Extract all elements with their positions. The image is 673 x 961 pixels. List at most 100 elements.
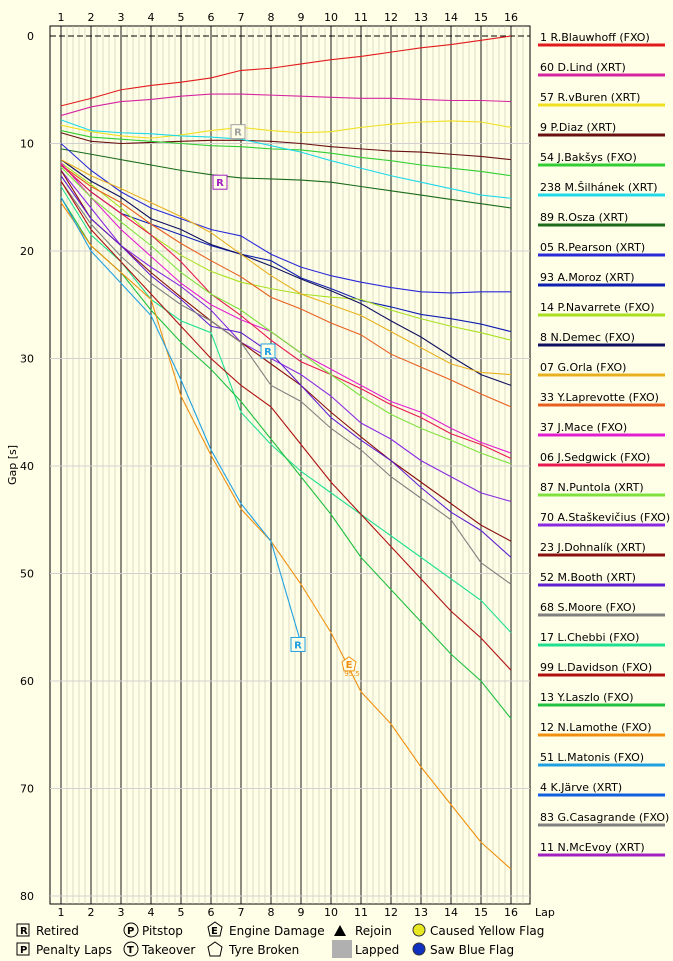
x-tick-label-top: 6: [208, 11, 215, 24]
legend-entry-label: 12 N.Lamothe (FXO): [540, 721, 651, 734]
x-tick-label-bottom: 3: [118, 906, 125, 919]
penalty-key-icon: [16, 942, 30, 956]
series-line: [60, 164, 512, 408]
legend-entry-label: 83 G.Casagrande (FXO): [540, 811, 669, 824]
retired-marker-symbol: R: [264, 347, 272, 358]
x-tick-label-bottom: 4: [148, 906, 155, 919]
y-tick-label: 70: [20, 783, 34, 796]
x-tick-label-top: 10: [324, 11, 338, 24]
legend: 1 R.Blauwhoff (FXO) 60 D.Lind (XRT) 57 R.v…: [538, 31, 670, 857]
legend-entry-label: 37 J.Mace (FXO): [540, 421, 627, 434]
x-tick-label-bottom: 1: [58, 906, 65, 919]
legend-entry-label: 17 L.Chebbi (FXO): [540, 631, 639, 644]
y-tick-label: 40: [20, 460, 34, 473]
y-tick-label: 0: [27, 30, 34, 43]
blue-flag-key-label: Saw Blue Flag: [430, 943, 514, 957]
legend-entry-label: 87 N.Puntola (XRT): [540, 481, 644, 494]
x-tick-label-bottom: 9: [298, 906, 305, 919]
penalty-key-label: Penalty Laps: [36, 943, 112, 957]
legend-entry-label: 68 S.Moore (FXO): [540, 601, 636, 614]
legend-entry-label: 9 P.Diaz (XRT): [540, 121, 616, 134]
x-tick-label-top: 9: [298, 11, 305, 24]
x-tick-label-top: 4: [148, 11, 155, 24]
x-tick-label-top: 3: [118, 11, 125, 24]
legend-entry-label: 51 L.Matonis (FXO): [540, 751, 644, 764]
x-tick-label-top: 5: [178, 11, 185, 24]
legend-entry-label: 14 P.Navarrete (FXO): [540, 301, 655, 314]
grid: [50, 26, 530, 904]
y-tick-label: 10: [20, 138, 34, 151]
plot-area: [49, 25, 531, 905]
x-tick-label-bottom: 2: [88, 906, 95, 919]
series-line: [60, 159, 512, 386]
legend-entry-label: 70 A.Staškevičius (FXO): [540, 511, 670, 524]
y-tick-label: 60: [20, 675, 34, 688]
retired-key-symbol: R: [20, 926, 28, 937]
x-tick-label-top: 2: [88, 11, 95, 24]
pitstop-key-symbol: P: [127, 926, 134, 937]
legend-entry-label: 54 J.Bakšys (FXO): [540, 151, 637, 164]
x-tick-label-bottom: 13: [414, 906, 428, 919]
x-tick-label-top: 16: [504, 11, 518, 24]
x-tick-label-top: 7: [238, 11, 245, 24]
retired-marker: [212, 174, 228, 190]
lapped-key-icon: [332, 940, 352, 958]
series-line: [60, 166, 512, 465]
x-tick-label-bottom: 12: [384, 906, 398, 919]
series-line: [60, 164, 512, 459]
x-tick-label-top: 11: [354, 11, 368, 24]
key: R Retired P Penalty Laps P Pitstop T Tak…: [16, 921, 544, 958]
series-line: [60, 196, 512, 719]
penalty-key-symbol: P: [20, 945, 27, 956]
series-line: [60, 170, 512, 542]
x-tick-label-bottom: 7: [238, 906, 245, 919]
tyre-broken-key-icon: [207, 941, 223, 957]
retired-key-label: Retired: [36, 924, 79, 938]
legend-entry-label: 23 J.Dohnalík (XRT): [540, 541, 646, 554]
engine-damage-key-label: Engine Damage: [229, 924, 325, 938]
series-line: [60, 175, 512, 558]
engine-damage-key-icon: [207, 921, 223, 937]
engine-damage-key-symbol: E: [211, 926, 218, 937]
legend-entry-label: 4 K.Järve (XRT): [540, 781, 622, 794]
legend-entry-label: 05 R.Pearson (XRT): [540, 241, 645, 254]
x-tick-label-bottom: 15: [474, 906, 488, 919]
series-line: [60, 132, 512, 161]
legend-entry-label: 57 R.vBuren (XRT): [540, 91, 640, 104]
series-line: [60, 159, 512, 376]
legend-entry-label: 99 L.Davidson (FXO): [540, 661, 652, 674]
takeover-key-label: Takeover: [141, 943, 195, 957]
engine-damage-lap-label: 95.5: [344, 670, 360, 678]
series-line: [60, 164, 512, 333]
axes: 1122334455667788991010111112121313141415…: [20, 11, 518, 919]
pitstop-key-icon: [123, 922, 139, 938]
series-line: [60, 148, 512, 209]
legend-entry-label: 8 N.Demec (FXO): [540, 331, 635, 344]
retired-marker: [260, 343, 276, 359]
x-tick-label-bottom: 11: [354, 906, 368, 919]
series-line: [60, 170, 512, 503]
series-line: [60, 93, 512, 117]
x-tick-label-bottom: 10: [324, 906, 338, 919]
x-tick-label-bottom: 16: [504, 906, 518, 919]
legend-entry-label: 06 J.Sedgwick (FXO): [540, 451, 650, 464]
y-tick-label: 50: [20, 568, 34, 581]
x-tick-label-top: 12: [384, 11, 398, 24]
yellow-flag-key-label: Caused Yellow Flag: [430, 924, 544, 938]
series-line: [60, 202, 512, 870]
series-line: [60, 119, 512, 199]
legend-entry-label: 11 N.McEvoy (XRT): [540, 841, 645, 854]
legend-entry-label: 89 R.Osza (XRT): [540, 211, 628, 224]
takeover-key-symbol: T: [127, 945, 134, 956]
retired-marker-symbol: R: [216, 178, 224, 189]
x-tick-label-top: 14: [444, 11, 458, 24]
series-line: [60, 196, 302, 644]
rejoin-key-label: Rejoin: [355, 924, 392, 938]
retired-key-icon: [16, 923, 30, 937]
legend-entry-label: 52 M.Booth (XRT): [540, 571, 636, 584]
series-line: [60, 35, 512, 107]
series-line: [60, 120, 512, 139]
retired-marker-symbol: R: [294, 640, 302, 651]
legend-entry-label: 33 Y.Laprevotte (FXO): [540, 391, 659, 404]
